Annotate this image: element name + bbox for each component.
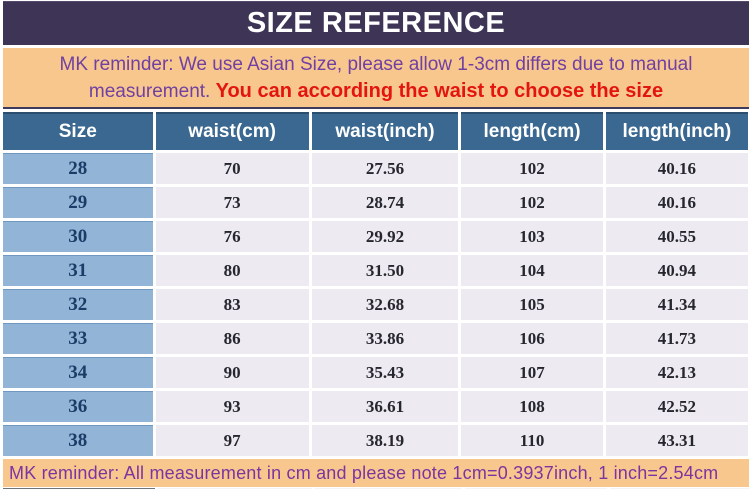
cell-value: 40.16 (605, 153, 748, 185)
bottom-reminder-text: MK reminder: All measurement in cm and p… (9, 462, 719, 483)
cell-size: 36 (3, 391, 153, 423)
cell-value: 83 (155, 289, 309, 321)
top-reminder-line2: measurement. You can according the waist… (89, 78, 663, 105)
cell-value: 106 (461, 323, 603, 355)
table-row: 29 73 28.74 102 40.16 (3, 187, 748, 219)
table-row: 33 86 33.86 106 41.73 (3, 323, 748, 355)
cell-value: 41.73 (605, 323, 748, 355)
top-reminder-line1: MK reminder: We use Asian Size, please a… (60, 51, 693, 78)
header-row: Size waist(cm) waist(inch) length(cm) le… (3, 112, 748, 151)
cell-value: 43.31 (605, 425, 748, 457)
cell-value: 102 (461, 187, 603, 219)
cell-value: 38.19 (311, 425, 459, 457)
table-row: 30 76 29.92 103 40.55 (3, 221, 748, 253)
cell-value: 33.86 (311, 323, 459, 355)
cell-value: 80 (155, 255, 309, 287)
cell-value: 86 (155, 323, 309, 355)
cell-value: 36.61 (311, 391, 459, 423)
cell-value: 102 (461, 153, 603, 185)
table-row: 34 90 35.43 107 42.13 (3, 357, 748, 389)
cell-size: 29 (3, 187, 153, 219)
top-reminder-note: MK reminder: We use Asian Size, please a… (3, 48, 749, 110)
cell-size: 31 (3, 255, 153, 287)
column-header-length-inch: length(inch) (605, 112, 748, 151)
cell-value: 76 (155, 221, 309, 253)
table-row: 32 83 32.68 105 41.34 (3, 289, 748, 321)
cell-value: 108 (461, 391, 603, 423)
cell-value: 103 (461, 221, 603, 253)
bottom-reminder-note: MK reminder: All measurement in cm and p… (3, 459, 749, 487)
table-row: 38 97 38.19 110 43.31 (3, 425, 748, 457)
cell-size: 28 (3, 153, 153, 185)
cell-value: 42.52 (605, 391, 748, 423)
cell-size: 32 (3, 289, 153, 321)
column-header-waist-inch: waist(inch) (311, 112, 459, 151)
cell-value: 35.43 (311, 357, 459, 389)
cell-value: 40.94 (605, 255, 748, 287)
cell-value: 93 (155, 391, 309, 423)
cell-value: 40.16 (605, 187, 748, 219)
reminder-purple-text: MK reminder: We use Asian Size, please a… (59, 53, 693, 75)
cell-value: 31.50 (311, 255, 459, 287)
cell-value: 29.92 (311, 221, 459, 253)
cell-value: 73 (155, 187, 309, 219)
cell-value: 70 (155, 153, 309, 185)
cell-value: 104 (461, 255, 603, 287)
cell-value: 107 (461, 357, 603, 389)
reminder-red-text: You can according the waist to choose th… (215, 79, 664, 102)
table-row: 36 93 36.61 108 42.52 (3, 391, 748, 423)
cell-size: 30 (3, 221, 153, 253)
cell-value: 41.34 (605, 289, 748, 321)
cell-value: 110 (461, 425, 603, 457)
cell-value: 97 (155, 425, 309, 457)
column-header-length-cm: length(cm) (461, 112, 603, 151)
size-table: Size waist(cm) waist(inch) length(cm) le… (0, 109, 751, 460)
cell-value: 105 (461, 289, 603, 321)
column-header-size: Size (3, 112, 153, 151)
cell-size: 34 (3, 357, 153, 389)
column-header-waist-cm: waist(cm) (155, 112, 309, 151)
cell-value: 28.74 (311, 187, 459, 219)
cell-value: 40.55 (605, 221, 748, 253)
cell-value: 90 (155, 357, 309, 389)
cell-value: 27.56 (311, 153, 459, 185)
cell-size: 33 (3, 323, 153, 355)
page-title: SIZE REFERENCE (246, 7, 506, 39)
cell-value: 32.68 (311, 289, 459, 321)
cell-value: 42.13 (605, 357, 748, 389)
cell-size: 38 (3, 425, 153, 457)
table-row: 28 70 27.56 102 40.16 (3, 153, 748, 185)
table-row: 31 80 31.50 104 40.94 (3, 255, 748, 287)
reminder-purple-text-2: measurement. (88, 80, 216, 102)
title-bar: SIZE REFERENCE (3, 1, 749, 46)
